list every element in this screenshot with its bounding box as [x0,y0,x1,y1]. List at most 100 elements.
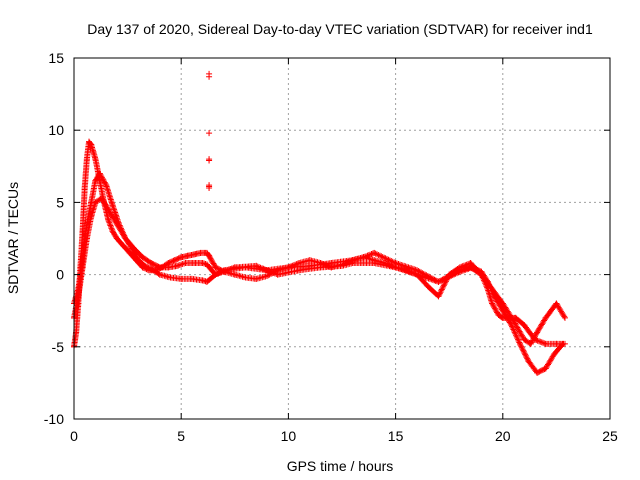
series-trace-c [71,195,568,347]
data-point [296,267,303,274]
data-point [79,228,86,235]
x-tick-label: 20 [495,428,511,444]
data-point [105,216,112,223]
data-point [203,261,210,268]
y-tick-label: -5 [52,339,65,355]
data-point [521,322,528,329]
data-point [197,249,204,256]
data-point [206,130,213,137]
data-point [182,260,189,267]
data-point [206,73,213,80]
data-point [516,340,523,347]
data-point [92,177,99,184]
data-point [371,260,378,267]
data-point [542,314,549,321]
data-point [274,271,281,278]
series-trace-a [71,138,568,350]
data-point [178,275,185,282]
data-point [156,264,163,271]
y-tick-label: 5 [56,194,64,210]
data-point [285,264,292,271]
series-outliers [206,70,213,191]
trace-markers [71,138,567,350]
data-point [499,307,506,314]
data-point [534,329,541,336]
data-point [191,251,198,258]
data-point [131,245,138,252]
data-point [553,300,560,307]
data-point [525,358,532,365]
data-point [199,260,206,267]
data-point [561,314,568,321]
data-point [392,264,399,271]
data-point [253,262,260,269]
data-point [83,235,90,242]
data-point [206,183,213,190]
x-tick-label: 10 [281,428,297,444]
data-point [317,264,324,271]
data-point [141,262,148,269]
data-point [92,156,99,163]
data-point [75,293,82,300]
data-point [553,340,560,347]
data-point [79,264,86,271]
data-point [88,141,95,148]
data-point [148,265,155,272]
data-point [495,312,502,319]
data-point [90,148,97,155]
data-point [139,254,146,261]
data-point [489,300,496,307]
y-tick-label: 10 [48,122,64,138]
data-point [231,271,238,278]
data-point [113,221,120,228]
data-point [148,260,155,267]
data-point [109,202,116,209]
data-point [167,274,174,281]
data-point [349,260,356,267]
data-point [98,195,105,202]
data-point [263,273,270,280]
data-point [171,257,178,264]
data-point [414,271,421,278]
data-point [435,293,442,300]
data-point [534,369,541,376]
data-point [184,252,191,259]
data-point [206,157,213,164]
trace-markers [71,170,565,376]
data-point [242,274,249,281]
data-point [199,277,206,284]
data-point [83,156,90,163]
data-point [306,257,313,264]
y-tick-label: 0 [56,267,64,283]
data-point [360,254,367,261]
data-point [559,340,566,347]
x-tick-label: 0 [70,428,78,444]
data-point [188,275,195,282]
data-point [120,242,127,249]
data-series [71,70,568,376]
data-point [173,262,180,269]
data-point [456,267,463,274]
data-point [478,271,485,278]
data-point [499,300,506,307]
data-point [122,235,129,242]
plot-frame [73,57,611,420]
y-axis-label: SDTVAR / TECUs [5,182,21,294]
y-tick-label: -10 [44,411,64,427]
data-point [135,257,142,264]
data-point [206,252,213,259]
data-point [88,213,95,220]
data-point [212,271,219,278]
x-tick-label: 25 [602,428,618,444]
data-point [212,264,219,271]
data-point [542,365,549,372]
data-point [435,278,442,285]
data-point [542,340,549,347]
y-tick-label: 15 [48,50,64,66]
data-point [156,271,163,278]
data-point [489,286,496,293]
data-point [424,283,431,290]
data-point [103,182,110,189]
data-point [81,184,88,191]
